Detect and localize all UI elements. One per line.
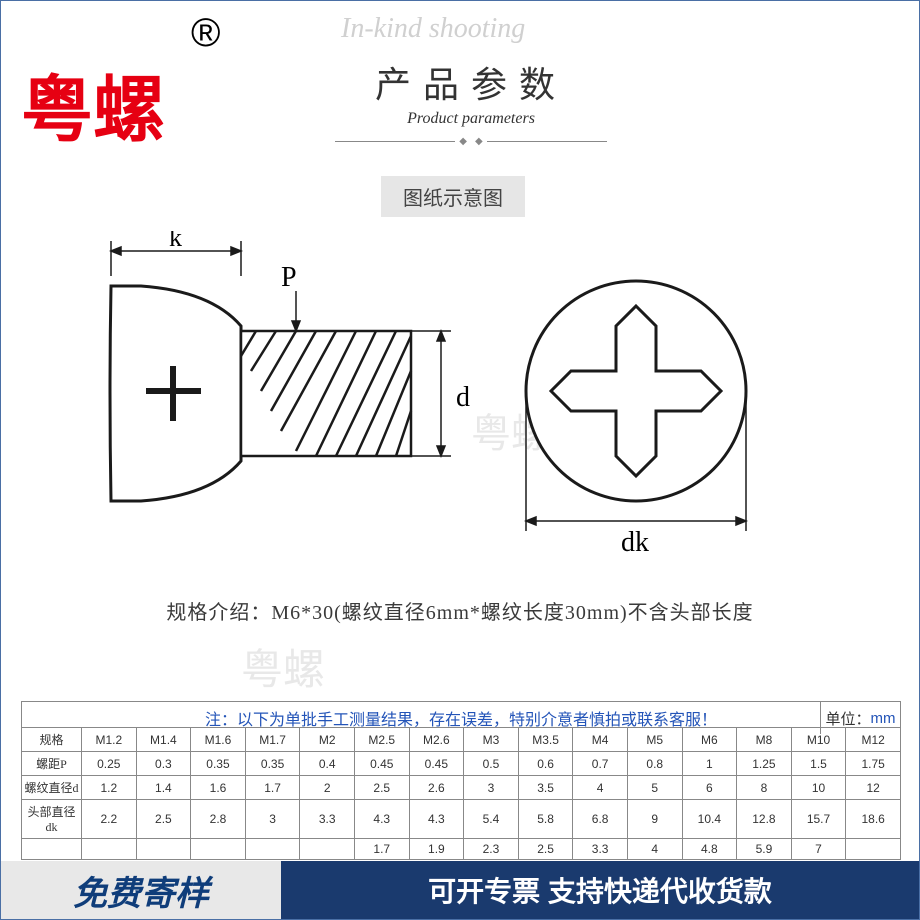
label-p: P [281,262,297,293]
brand-logo: 粤螺 [21,51,165,156]
diamond-icon: ◆ [459,136,467,147]
diamond-icon: ◆ [475,136,483,147]
section-title-en: Product parameters [311,110,631,128]
spec-table: 规格M1.2M1.4M1.6M1.7M2M2.5M2.6M3M3.5M4M5M6… [21,727,901,860]
footer-right: 可开专票 支持快递代收货款 [281,861,919,919]
label-dk: dk [621,527,649,558]
section-title-cn: 产品参数 [311,56,631,108]
diagram-label: 图纸示意图 [381,176,525,217]
screw-diagram: k P d [81,231,781,561]
divider-line [487,141,607,142]
label-d: d [456,382,470,413]
divider-line [335,141,455,142]
registered-mark: ® [191,11,220,56]
watermark-text: 粤螺 [241,636,325,697]
section-title: 产品参数 Product parameters ◆ ◆ [311,56,631,147]
spec-note: 规格介绍：M6*30(螺纹直径6mm*螺纹长度30mm)不含头部长度 [1,596,919,625]
watermark-script: In-kind shooting [341,13,525,45]
footer-banner: 免费寄样 可开专票 支持快递代收货款 [1,861,919,919]
label-k: k [169,231,182,252]
footer-left: 免费寄样 [1,861,281,919]
